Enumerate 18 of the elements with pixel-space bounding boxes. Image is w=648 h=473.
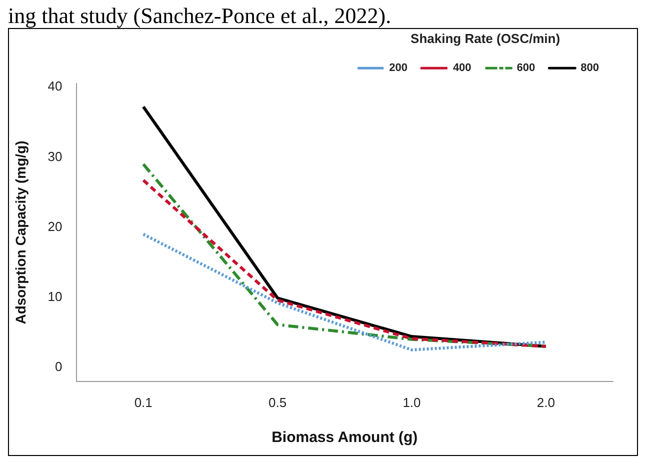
legend-label: 800 — [580, 62, 600, 74]
y-axis-title: Adsorption Capacity (mg/g) — [12, 140, 28, 324]
legend-label: 200 — [389, 62, 408, 74]
legend-label: 400 — [452, 62, 472, 74]
x-tick-label: 2.0 — [536, 394, 555, 410]
text: ing that study (Sanchez-Ponce et al., 2022). — [8, 3, 392, 28]
y-tick-label: 10 — [48, 288, 62, 304]
y-tick-label: 40 — [48, 78, 62, 94]
x-axis-title: Biomass Amount (g) — [272, 429, 418, 446]
x-tick-label: 1.0 — [402, 394, 421, 410]
legend-title: Shaking Rate (OSC/min) — [410, 31, 560, 46]
y-tick-label: 30 — [48, 148, 62, 164]
y-tick-label: 0 — [55, 358, 62, 374]
x-tick-label: 0.5 — [268, 394, 287, 410]
line-series — [142, 232, 548, 352]
legend-label: 600 — [516, 62, 536, 74]
x-tick-label: 0.1 — [134, 394, 152, 410]
y-tick-label: 20 — [48, 218, 62, 234]
